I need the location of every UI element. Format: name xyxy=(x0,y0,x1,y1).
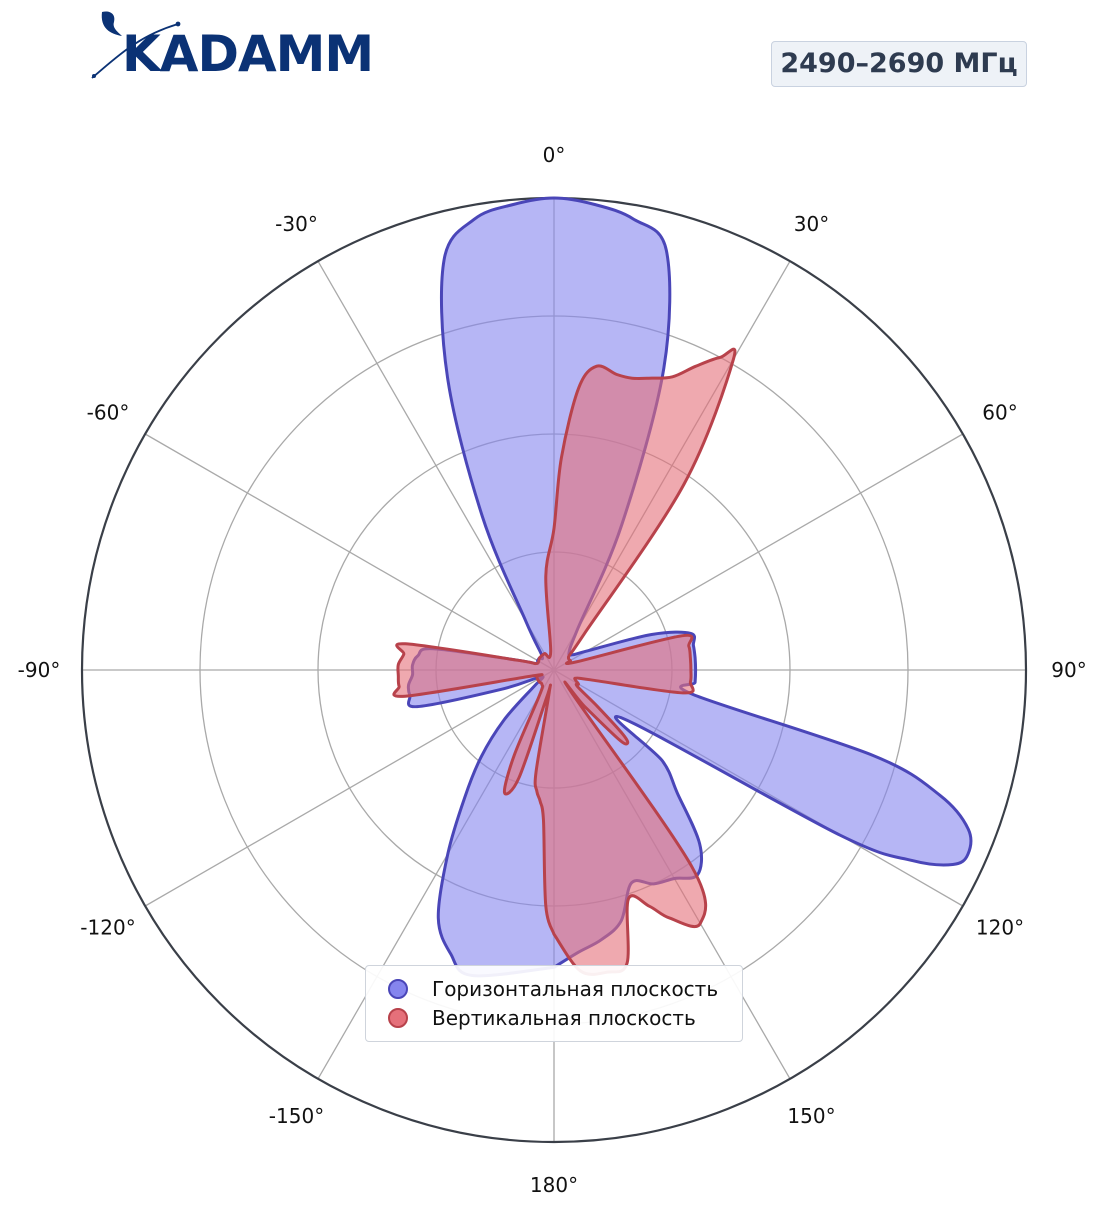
legend-label-vertical: Вертикальная плоскость xyxy=(432,1006,696,1030)
angle-tick-label: -60° xyxy=(87,401,130,425)
logo-wordmark: KADAMM xyxy=(122,25,374,83)
legend-marker-vertical xyxy=(388,1008,408,1028)
series-layer xyxy=(392,196,973,978)
legend-item-vertical: Вертикальная плоскость xyxy=(388,1004,696,1032)
legend-item-horizontal: Горизонтальная плоскость xyxy=(388,975,718,1003)
angle-tick-label: -90° xyxy=(18,658,61,682)
angle-tick-label: 120° xyxy=(976,916,1024,940)
angle-tick-label: -30° xyxy=(275,212,318,236)
angle-tick-label: 180° xyxy=(530,1173,578,1197)
chart-legend: Горизонтальная плоскость Вертикальная пл… xyxy=(365,965,743,1042)
legend-label-horizontal: Горизонтальная плоскость xyxy=(432,977,719,1001)
logo-dot xyxy=(175,21,181,27)
series-horizontal-plane xyxy=(406,196,973,978)
legend-marker-horizontal xyxy=(388,979,408,999)
angle-tick-label: -150° xyxy=(269,1104,324,1128)
angle-tick-label: 60° xyxy=(982,401,1017,425)
logo-leaf xyxy=(101,11,122,36)
logo-dot xyxy=(92,74,96,78)
kadamm-logo xyxy=(91,11,181,79)
angle-tick-label: -120° xyxy=(80,916,135,940)
angle-tick-labels: 0° 30° 60° 90° 120° 150° 180° -150° -120° -90° -60… xyxy=(18,143,1087,1197)
angle-tick-label: 0° xyxy=(543,143,566,167)
angle-tick-label: 90° xyxy=(1051,658,1086,682)
logo-swoosh xyxy=(91,23,179,79)
angle-tick-label: 30° xyxy=(794,212,829,236)
series-vertical-plane xyxy=(392,347,737,976)
angle-tick-label: 150° xyxy=(787,1104,835,1128)
frequency-band-badge: 2490–2690 МГц xyxy=(771,41,1027,87)
